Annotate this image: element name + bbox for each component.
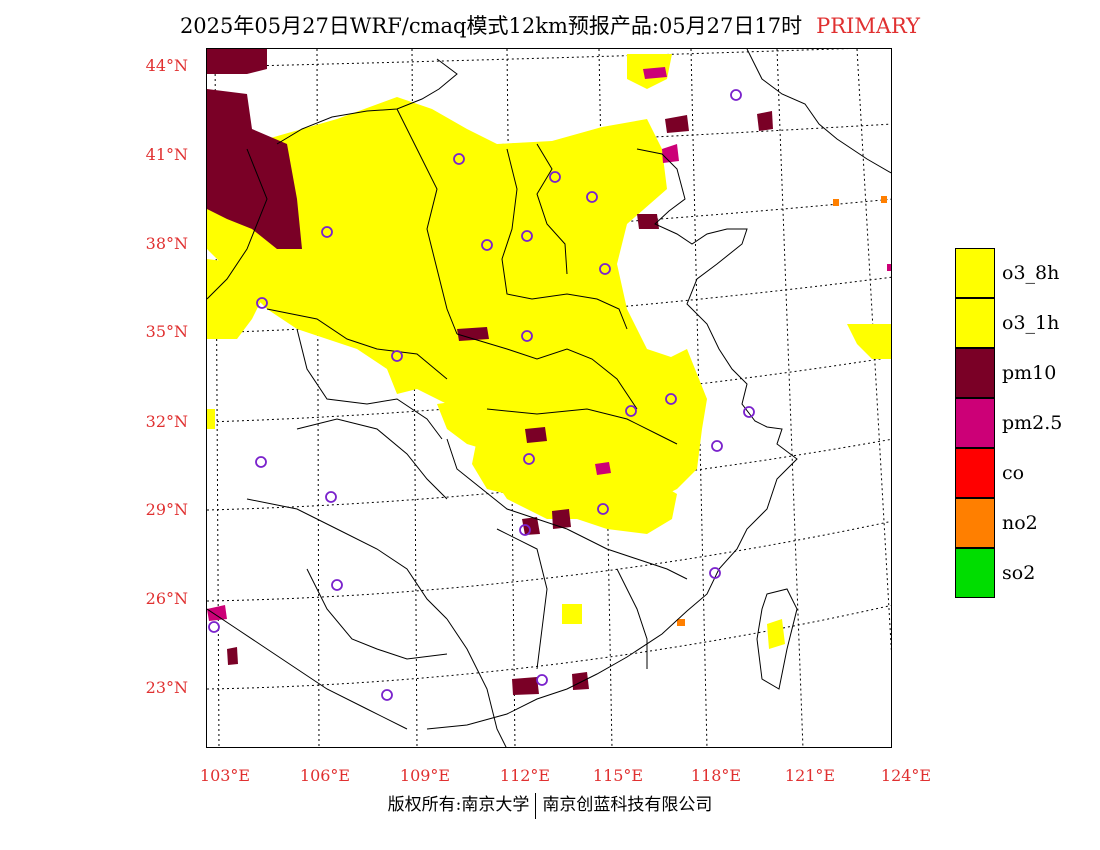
- no2-coverage: [677, 196, 887, 626]
- title-text: 2025年05月27日WRF/cmaq模式12km预报产品:05月27日17时: [179, 14, 803, 38]
- lat-label-32n: 32°N: [145, 412, 188, 431]
- lon-label-109e: 109°E: [399, 766, 451, 785]
- legend-swatch: [955, 348, 995, 398]
- pm25-coverage: [207, 67, 891, 621]
- legend-swatch: [955, 498, 995, 548]
- lat-label-29n: 29°N: [145, 500, 188, 519]
- legend-label: o3_8h: [1002, 262, 1060, 284]
- footer-divider: [535, 792, 537, 819]
- lat-label-38n: 38°N: [145, 234, 188, 253]
- copyright-owner: 版权所有:南京大学: [387, 795, 530, 815]
- legend-swatch: [955, 298, 995, 348]
- legend-swatch: [955, 248, 995, 298]
- lat-label-23n: 23°N: [145, 678, 188, 697]
- legend-label: o3_1h: [1002, 312, 1060, 334]
- lat-label-41n: 41°N: [145, 145, 188, 164]
- lon-label-106e: 106°E: [299, 766, 351, 785]
- lon-label-115e: 115°E: [592, 766, 644, 785]
- legend-label: pm2.5: [1002, 412, 1063, 434]
- lat-label-44n: 44°N: [145, 56, 188, 75]
- lon-label-121e: 121°E: [784, 766, 836, 785]
- station-markers: [208, 89, 755, 701]
- pollutant-map: [206, 48, 892, 748]
- lon-label-124e: 124°E: [880, 766, 932, 785]
- legend-label: no2: [1002, 512, 1038, 534]
- legend-swatch: [955, 398, 995, 448]
- lat-label-35n: 35°N: [145, 322, 188, 341]
- legend-label: pm10: [1002, 362, 1057, 384]
- legend-label: so2: [1002, 562, 1036, 584]
- legend-swatch: [955, 448, 995, 498]
- map-title: 2025年05月27日WRF/cmaq模式12km预报产品:05月27日17时 P…: [0, 10, 1100, 40]
- primary-tag: PRIMARY: [816, 14, 921, 38]
- lon-label-103e: 103°E: [199, 766, 251, 785]
- copyright-company: 南京创蓝科技有限公司: [542, 795, 713, 815]
- legend-swatch: [955, 548, 995, 598]
- lon-label-118e: 118°E: [690, 766, 742, 785]
- lat-label-26n: 26°N: [145, 589, 188, 608]
- lon-label-112e: 112°E: [499, 766, 551, 785]
- map-canvas: [207, 49, 891, 747]
- legend-label: co: [1002, 462, 1025, 484]
- boundary-lines: [207, 49, 891, 747]
- o3-coverage: [207, 54, 891, 649]
- copyright-footer: 版权所有:南京大学 南京创蓝科技有限公司: [0, 790, 1100, 819]
